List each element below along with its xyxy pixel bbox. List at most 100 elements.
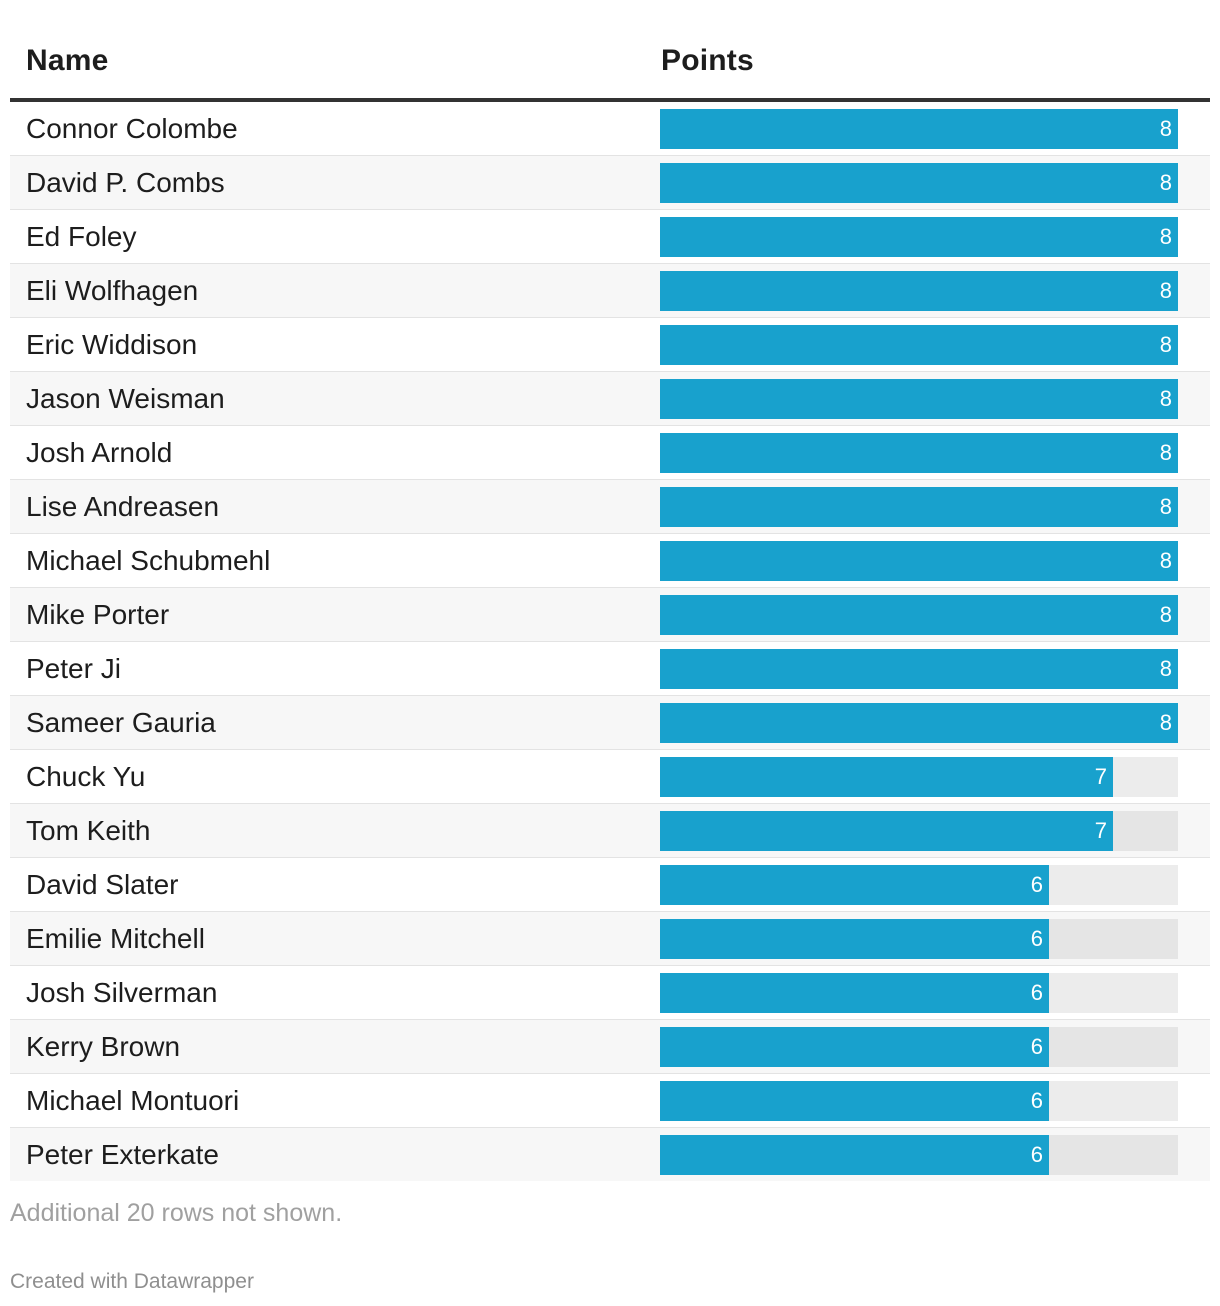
rows-not-shown-note: Additional 20 rows not shown. bbox=[10, 1199, 343, 1227]
row-name: Emilie Mitchell bbox=[26, 923, 205, 954]
bar: 8 bbox=[660, 217, 1178, 257]
table-row: Chuck Yu 7 bbox=[10, 750, 1210, 804]
table-body: Connor Colombe 8 David P. Combs 8 Ed Foley 8 E… bbox=[10, 102, 1210, 1181]
bar-value-label: 6 bbox=[1030, 1034, 1043, 1059]
bar-track: 6 bbox=[660, 865, 1178, 905]
table-row: Jason Weisman 8 bbox=[10, 372, 1210, 426]
bar: 7 bbox=[660, 811, 1113, 851]
bar: 6 bbox=[660, 865, 1049, 905]
bar-track: 8 bbox=[660, 595, 1178, 635]
row-name: David P. Combs bbox=[26, 167, 225, 198]
bar: 8 bbox=[660, 487, 1178, 527]
bar-value-label: 8 bbox=[1159, 278, 1172, 303]
row-name: Peter Exterkate bbox=[26, 1139, 219, 1170]
bar-track: 8 bbox=[660, 271, 1178, 311]
row-name: Sameer Gauria bbox=[26, 707, 216, 738]
bar: 8 bbox=[660, 325, 1178, 365]
table-row: Tom Keith 7 bbox=[10, 804, 1210, 858]
bar-value-label: 8 bbox=[1159, 548, 1172, 573]
bar: 6 bbox=[660, 1081, 1049, 1121]
table-row: Lise Andreasen 8 bbox=[10, 480, 1210, 534]
bar: 8 bbox=[660, 433, 1178, 473]
bar: 6 bbox=[660, 973, 1049, 1013]
table-row: Sameer Gauria 8 bbox=[10, 696, 1210, 750]
bar-track: 8 bbox=[660, 109, 1178, 149]
row-name: Ed Foley bbox=[26, 221, 137, 252]
row-name: Josh Arnold bbox=[26, 437, 173, 468]
row-name: Mike Porter bbox=[26, 599, 170, 630]
bar: 8 bbox=[660, 163, 1178, 203]
bar-value-label: 6 bbox=[1030, 980, 1043, 1005]
bar: 8 bbox=[660, 649, 1178, 689]
bar: 8 bbox=[660, 703, 1178, 743]
table-row: Connor Colombe 8 bbox=[10, 102, 1210, 156]
row-name: Eli Wolfhagen bbox=[26, 275, 199, 306]
bar-track: 8 bbox=[660, 379, 1178, 419]
row-name: Tom Keith bbox=[26, 815, 151, 846]
bar: 6 bbox=[660, 1027, 1049, 1067]
bar-value-label: 7 bbox=[1094, 764, 1107, 789]
bar-value-label: 8 bbox=[1159, 332, 1172, 357]
row-name: Chuck Yu bbox=[26, 761, 146, 792]
bar-track: 8 bbox=[660, 703, 1178, 743]
bar: 8 bbox=[660, 541, 1178, 581]
bar-track: 8 bbox=[660, 217, 1178, 257]
bar-track: 6 bbox=[660, 1027, 1178, 1067]
bar-value-label: 6 bbox=[1030, 1088, 1043, 1113]
bar: 6 bbox=[660, 919, 1049, 959]
table-row: Peter Exterkate 6 bbox=[10, 1128, 1210, 1181]
bar-value-label: 8 bbox=[1159, 386, 1172, 411]
table-row: Michael Schubmehl 8 bbox=[10, 534, 1210, 588]
bar-value-label: 8 bbox=[1159, 602, 1172, 627]
row-name: Josh Silverman bbox=[26, 977, 218, 1008]
column-header-points[interactable]: Points bbox=[661, 44, 754, 77]
bar-track: 6 bbox=[660, 919, 1178, 959]
bar-track: 7 bbox=[660, 757, 1178, 797]
table-row: Mike Porter 8 bbox=[10, 588, 1210, 642]
row-name: Michael Schubmehl bbox=[26, 545, 271, 576]
bar-value-label: 8 bbox=[1159, 494, 1172, 519]
bar-value-label: 6 bbox=[1030, 872, 1043, 897]
bar-track: 8 bbox=[660, 325, 1178, 365]
bar-value-label: 6 bbox=[1030, 1142, 1043, 1167]
datawrapper-credit: Created with Datawrapper bbox=[10, 1270, 254, 1293]
bar-track: 6 bbox=[660, 1081, 1178, 1121]
table-row: David Slater 6 bbox=[10, 858, 1210, 912]
bar-value-label: 8 bbox=[1159, 440, 1172, 465]
row-name: Lise Andreasen bbox=[26, 491, 220, 522]
table-row: Eric Widdison 8 bbox=[10, 318, 1210, 372]
bar: 7 bbox=[660, 757, 1113, 797]
row-name: Michael Montuori bbox=[26, 1085, 240, 1116]
table-row: David P. Combs 8 bbox=[10, 156, 1210, 210]
bar: 8 bbox=[660, 271, 1178, 311]
bar-value-label: 7 bbox=[1094, 818, 1107, 843]
row-name: David Slater bbox=[26, 869, 179, 900]
table-row: Ed Foley 8 bbox=[10, 210, 1210, 264]
bar-value-label: 8 bbox=[1159, 170, 1172, 195]
bar-track: 7 bbox=[660, 811, 1178, 851]
row-name: Peter Ji bbox=[26, 653, 121, 684]
bar-track: 8 bbox=[660, 163, 1178, 203]
row-name: Connor Colombe bbox=[26, 113, 238, 144]
table-row: Peter Ji 8 bbox=[10, 642, 1210, 696]
bar-track: 8 bbox=[660, 433, 1178, 473]
row-name: Jason Weisman bbox=[26, 383, 225, 414]
bar-track: 8 bbox=[660, 541, 1178, 581]
bar-value-label: 6 bbox=[1030, 926, 1043, 951]
bar-track: 6 bbox=[660, 973, 1178, 1013]
row-name: Kerry Brown bbox=[26, 1031, 181, 1062]
bar-value-label: 8 bbox=[1159, 116, 1172, 141]
column-header-name[interactable]: Name bbox=[26, 44, 109, 77]
data-table: Name Points Connor Colombe 8 David P. Comb… bbox=[10, 0, 1210, 1181]
table-row: Kerry Brown 6 bbox=[10, 1020, 1210, 1074]
table-row: Emilie Mitchell 6 bbox=[10, 912, 1210, 966]
bar-track: 8 bbox=[660, 487, 1178, 527]
bar: 8 bbox=[660, 109, 1178, 149]
table-row: Josh Silverman 6 bbox=[10, 966, 1210, 1020]
table-row: Eli Wolfhagen 8 bbox=[10, 264, 1210, 318]
bar-track: 6 bbox=[660, 1135, 1178, 1175]
bar-value-label: 8 bbox=[1159, 710, 1172, 735]
bar: 8 bbox=[660, 379, 1178, 419]
bar: 8 bbox=[660, 595, 1178, 635]
bar-value-label: 8 bbox=[1159, 656, 1172, 681]
